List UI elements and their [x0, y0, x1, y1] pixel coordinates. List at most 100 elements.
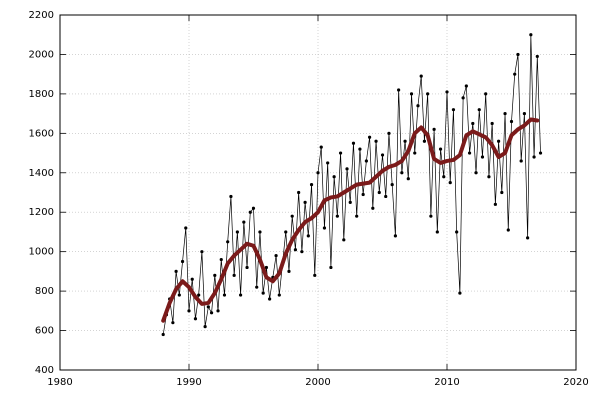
data-point: [429, 214, 433, 218]
data-point: [226, 240, 230, 244]
y-tick-label: 1400: [29, 168, 54, 179]
data-point: [526, 236, 530, 240]
data-point: [338, 151, 343, 155]
data-point: [390, 183, 394, 187]
data-point: [222, 293, 227, 297]
data-point: [522, 112, 527, 116]
data-point: [174, 269, 178, 273]
y-tick-label: 1600: [29, 128, 54, 139]
data-point: [219, 257, 223, 262]
data-point: [474, 171, 478, 175]
data-point: [493, 202, 497, 206]
y-tick-label: 800: [35, 286, 54, 297]
data-point: [451, 108, 456, 112]
data-point: [171, 321, 175, 325]
data-point: [513, 72, 517, 76]
x-tick-label: 2020: [563, 377, 588, 388]
data-point: [197, 293, 201, 297]
data-point: [371, 206, 375, 210]
plot-frame: [59, 14, 577, 371]
data-point: [303, 200, 307, 204]
data-point: [538, 151, 543, 155]
data-point: [284, 230, 288, 234]
data-point: [187, 309, 191, 313]
data-point: [506, 228, 510, 232]
data-point: [235, 230, 239, 234]
data-point: [409, 92, 414, 96]
data-point: [297, 190, 301, 195]
data-point: [487, 175, 491, 179]
data-point: [416, 104, 420, 108]
data-point: [232, 273, 236, 277]
data-point: [319, 145, 323, 149]
x-tick-label: 2010: [434, 377, 459, 388]
data-point: [368, 135, 372, 139]
data-point: [322, 226, 327, 230]
y-tick-label: 2000: [29, 49, 54, 60]
data-point: [255, 285, 259, 289]
data-point: [206, 305, 210, 309]
data-point: [358, 147, 362, 151]
data-point: [245, 265, 249, 270]
data-point: [467, 151, 472, 155]
data-point: [484, 92, 488, 96]
data-point: [419, 74, 423, 78]
y-tick-label: 2200: [29, 10, 54, 21]
data-point: [435, 230, 439, 234]
y-tick-label: 1800: [29, 89, 54, 100]
trend-line: [161, 117, 540, 323]
data-point: [400, 171, 404, 175]
data-point: [413, 151, 417, 155]
data-point: [535, 54, 539, 59]
data-point: [290, 214, 294, 218]
data-point: [364, 159, 368, 163]
data-point: [519, 159, 523, 163]
data-point: [229, 194, 233, 199]
data-point: [422, 139, 427, 143]
data-point: [209, 311, 214, 315]
data-point: [293, 248, 298, 252]
data-point: [332, 175, 336, 179]
data-point: [384, 194, 388, 199]
data-point: [497, 139, 501, 143]
data-point: [184, 226, 188, 230]
data-point: [300, 250, 304, 254]
data-point: [258, 230, 262, 234]
data-point: [448, 181, 452, 185]
data-point: [216, 309, 220, 313]
data-point: [438, 147, 443, 151]
data-point: [432, 127, 436, 131]
data-point: [509, 119, 514, 124]
data-point: [313, 273, 317, 277]
data-point: [393, 234, 397, 238]
data-point: [200, 250, 204, 254]
data-point: [458, 291, 462, 295]
data-point: [326, 161, 330, 165]
data-point: [309, 183, 314, 187]
data-point: [403, 139, 407, 143]
data-point: [464, 84, 468, 88]
data-point: [248, 210, 252, 214]
data-point: [193, 317, 198, 321]
data-point: [532, 155, 536, 159]
data-point: [529, 33, 533, 37]
data-point: [177, 293, 181, 297]
data-point: [374, 139, 378, 143]
data-point: [351, 141, 356, 145]
data-point: [268, 297, 272, 301]
data-point: [480, 155, 485, 159]
data-point: [461, 96, 465, 100]
data-point: [335, 214, 339, 218]
data-point: [329, 265, 333, 270]
data-point: [442, 175, 446, 179]
data-point: [445, 90, 449, 94]
data-point: [342, 238, 346, 242]
data-point: [397, 88, 401, 92]
data-point: [387, 131, 391, 135]
data-point: [190, 277, 194, 281]
data-point: [503, 112, 507, 116]
data-point: [242, 220, 246, 224]
data-point: [277, 293, 281, 297]
data-point: [348, 200, 352, 204]
